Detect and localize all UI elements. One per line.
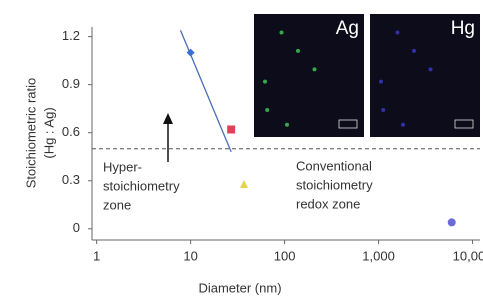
fit-line bbox=[180, 30, 231, 152]
y-tick-label: 0.9 bbox=[62, 76, 80, 91]
inset-label: Ag bbox=[336, 18, 359, 39]
inset-dot bbox=[412, 49, 416, 53]
annotation: redox zone bbox=[296, 196, 360, 211]
point bbox=[448, 218, 456, 226]
y-axis-label: (Hg : Ag) bbox=[41, 107, 56, 158]
annotation: stoichiometry bbox=[296, 177, 373, 192]
point bbox=[187, 49, 195, 57]
x-tick-label: 100 bbox=[274, 248, 296, 263]
x-tick-label: 10,000 bbox=[453, 248, 483, 263]
inset-dot bbox=[401, 123, 405, 127]
inset-dot bbox=[265, 108, 269, 112]
y-tick-label: 0.6 bbox=[62, 124, 80, 139]
inset-dot bbox=[379, 80, 383, 84]
annotation: Hyper- bbox=[103, 159, 142, 174]
arrow-head bbox=[163, 113, 173, 124]
chart: Diameter (nm) Stoichiometric ratio (Hg :… bbox=[0, 0, 483, 301]
point bbox=[240, 180, 248, 188]
x-tick-label: 1 bbox=[93, 248, 100, 263]
x-tick-label: 10 bbox=[183, 248, 197, 263]
inset-dot bbox=[296, 49, 300, 53]
point bbox=[227, 125, 235, 133]
inset-dot bbox=[280, 30, 284, 34]
y-tick-label: 0.3 bbox=[62, 172, 80, 187]
inset-dot bbox=[263, 80, 267, 84]
page: {"chart_data": {"type": "scatter", "x_la… bbox=[0, 0, 483, 301]
x-axis-label: Diameter (nm) bbox=[198, 280, 281, 295]
y-tick-label: 1.2 bbox=[62, 28, 80, 43]
inset-dot bbox=[285, 123, 289, 127]
x-tick-label: 1,000 bbox=[362, 248, 395, 263]
inset-dot bbox=[396, 30, 400, 34]
y-tick-label: 0 bbox=[73, 220, 80, 235]
annotation: Conventional bbox=[296, 158, 372, 173]
inset-dot bbox=[381, 108, 385, 112]
inset-label: Hg bbox=[451, 18, 475, 39]
y-axis-label: Stoichiometric ratio bbox=[23, 78, 38, 189]
annotation: stoichiometry bbox=[103, 178, 180, 193]
annotation: zone bbox=[103, 197, 131, 212]
inset-dot bbox=[313, 67, 317, 71]
inset-dot bbox=[429, 67, 433, 71]
